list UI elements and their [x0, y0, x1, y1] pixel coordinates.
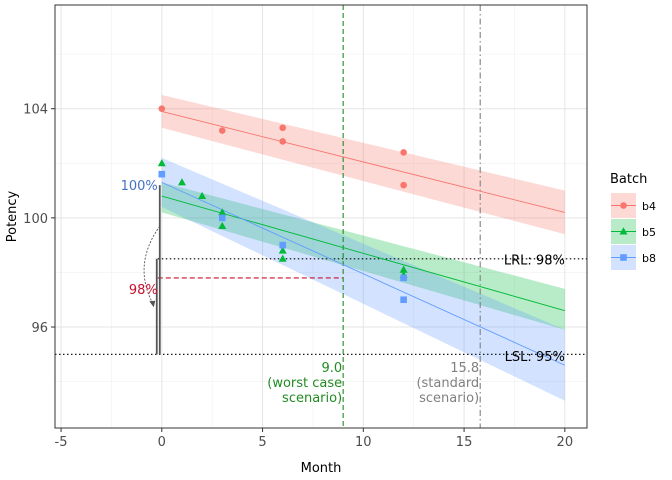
legend: Batch b4 b5 b8	[610, 172, 656, 270]
legend-label-b8: b8	[642, 252, 656, 265]
y-axis-title: Potency	[5, 190, 20, 242]
confidence-band-b4	[161, 95, 565, 235]
data-point-b4	[218, 127, 226, 134]
axes: -5 0 5 10 15 20 96 100 104 Month Potency	[5, 103, 573, 476]
panel-border	[54, 4, 588, 429]
data-point-b4	[400, 181, 407, 189]
curved-arrow	[143, 225, 161, 306]
y-tick-label: 96	[31, 321, 48, 336]
reference-line-label: LSL: 95%	[505, 350, 565, 365]
confidence-band-b5	[161, 182, 565, 330]
x-axis-title: Month	[301, 461, 342, 476]
fit-line-b5	[161, 195, 565, 312]
curved-arrow-head	[149, 300, 156, 308]
confidence-band-b8	[161, 157, 565, 401]
y-tick-label: 104	[23, 103, 48, 118]
data-point-b4	[279, 138, 287, 145]
x-tick-label: 20	[557, 435, 574, 450]
panel-frame	[54, 4, 588, 429]
fit-line-b4	[161, 110, 565, 213]
vertical-line-label: scenario)	[419, 391, 479, 406]
vertical-line-label: (worst case	[267, 376, 342, 391]
data-point-b8	[400, 296, 407, 304]
confidence-bands	[161, 95, 565, 401]
legend-key-marker-b4	[620, 202, 627, 209]
data-point-b4	[158, 105, 166, 113]
plot-panel	[55, 5, 587, 428]
data-point-b5	[198, 191, 207, 200]
data-point-b5	[218, 208, 227, 216]
data-points	[157, 105, 408, 304]
panel-background	[55, 5, 587, 428]
annotation-label: 98%	[129, 283, 158, 298]
vertical-line-label: (standard	[416, 376, 479, 391]
data-point-b5	[278, 254, 287, 262]
vertical-line-label: 9.0	[321, 361, 342, 376]
vertical-line-label: scenario)	[282, 391, 342, 406]
legend-title: Batch	[610, 172, 647, 187]
x-tick-label: 15	[456, 435, 473, 450]
legend-key-marker-b5	[619, 227, 628, 235]
data-point-b4	[279, 124, 287, 132]
data-point-b8	[158, 170, 166, 178]
reference-lines	[55, 5, 587, 428]
annotation-label: 100%	[121, 179, 158, 194]
reference-line-label: LRL: 98%	[504, 253, 565, 268]
fit-line-b8	[161, 181, 566, 366]
data-point-b8	[279, 241, 287, 249]
legend-key-marker-b8	[620, 254, 627, 261]
x-tick-label: 0	[158, 435, 166, 450]
x-tick-label: 10	[355, 435, 372, 450]
data-point-b8	[400, 274, 407, 282]
legend-label-b5: b5	[642, 226, 656, 239]
x-tick-label: -5	[55, 435, 68, 450]
x-tick-label: 5	[258, 435, 266, 450]
data-point-b8	[218, 214, 226, 222]
legend-label-b4: b4	[642, 200, 656, 213]
data-point-b5	[177, 178, 186, 186]
data-point-b5	[157, 159, 166, 167]
annotations: LSL: 95%LRL: 98%9.0(worst casescenario)1…	[121, 179, 565, 406]
data-point-b5	[399, 265, 408, 273]
y-tick-label: 100	[23, 212, 48, 227]
data-point-b5	[278, 246, 287, 254]
data-point-b4	[400, 149, 407, 156]
data-point-b5	[218, 221, 227, 230]
vertical-line-label: 15.8	[450, 361, 479, 376]
fit-lines	[161, 110, 566, 366]
